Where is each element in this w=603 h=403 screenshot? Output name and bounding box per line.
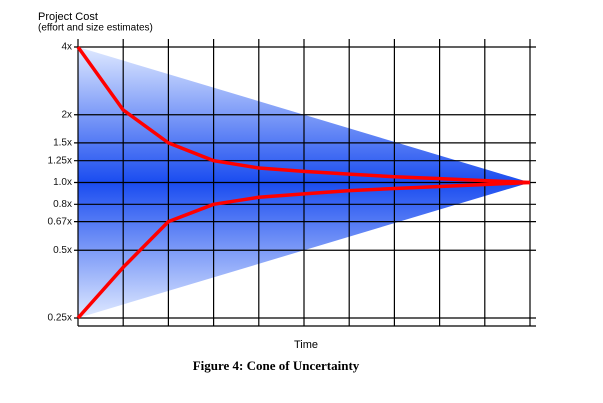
cost-line <box>76 180 531 320</box>
y-tick-label: 0.25x <box>48 313 72 324</box>
y-tick-label: 4x <box>61 42 72 53</box>
y-tick-label: 0.8x <box>53 199 72 210</box>
caption: Figure 4: Cone of Uncertainty <box>193 358 360 373</box>
y-tick-label: 1.0x <box>53 177 72 188</box>
y-tick-label: 0.5x <box>53 245 72 256</box>
chart-title: Project Cost <box>38 11 98 23</box>
y-tick-label: 1.25x <box>48 155 72 166</box>
y-tick-label: 2x <box>61 109 72 120</box>
cost-line <box>76 45 531 185</box>
x-axis-label: Time <box>294 339 318 351</box>
y-tick-label: 0.67x <box>48 216 72 227</box>
chart-subtitle: (effort and size estimates) <box>38 23 153 34</box>
y-tick-label: 1.5x <box>53 138 72 149</box>
